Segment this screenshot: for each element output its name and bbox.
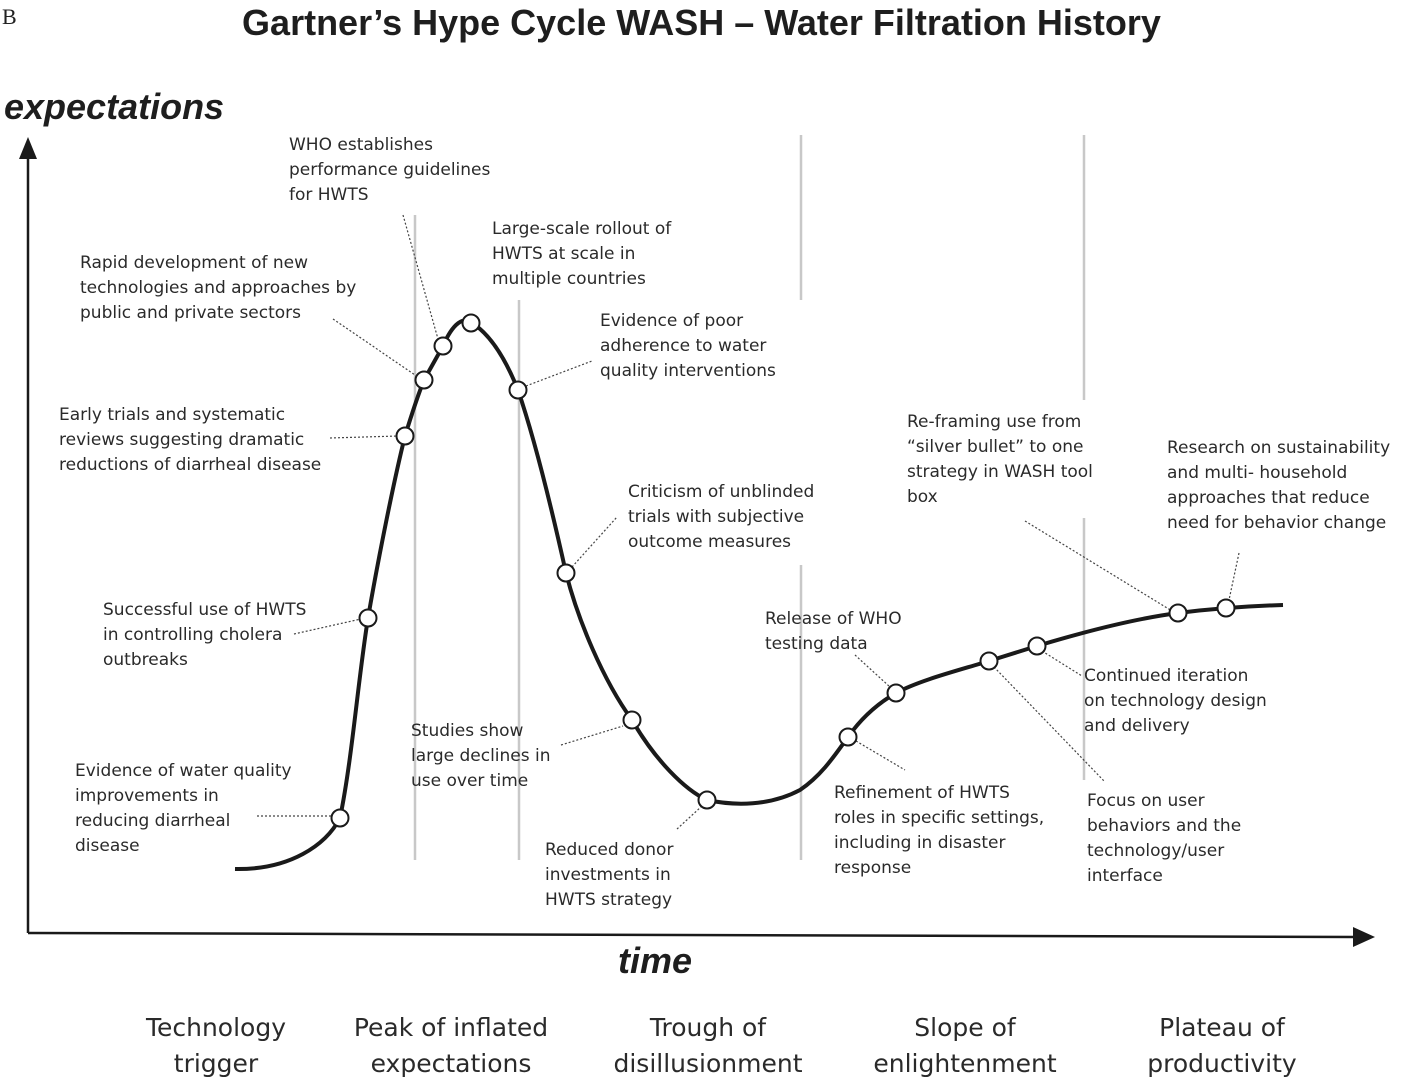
leader-line	[571, 516, 618, 568]
x-axis-arrow	[1353, 927, 1375, 947]
event-marker	[508, 380, 528, 400]
diagram-title: Gartner’s Hype Cycle WASH – Water Filtra…	[242, 2, 1161, 43]
x-axis-line	[27, 931, 1357, 939]
event-marker	[1027, 636, 1047, 656]
leader-line	[525, 360, 593, 387]
hype-curve	[234, 318, 1284, 872]
annotation-who-guidelines: WHO establishes performance guidelines f…	[289, 135, 491, 205]
leader-line	[402, 214, 439, 340]
event-marker	[979, 651, 999, 671]
annotation-continued-iteration: Continued iteration on technology design…	[1084, 666, 1267, 736]
leader-line	[329, 435, 399, 439]
leader-line	[855, 740, 906, 771]
axes	[19, 137, 1375, 947]
event-marker	[414, 370, 434, 390]
annotation-donor-investments: Reduced donor investments in HWTS strate…	[545, 840, 674, 910]
x-axis-label: time	[618, 940, 693, 981]
annotation-water-quality-evidence: Evidence of water quality improvements i…	[75, 761, 292, 856]
event-marker	[1168, 603, 1188, 623]
leader-line	[1024, 520, 1173, 612]
event-marker	[358, 608, 378, 628]
event-marker	[556, 563, 576, 583]
leader-line	[993, 666, 1106, 783]
phase-plateau-of-productivity: Plateau of productivity	[1147, 1013, 1297, 1078]
event-marker	[330, 808, 350, 828]
annotation-early-trials: Early trials and systematic reviews sugg…	[59, 405, 322, 475]
leader-line	[1228, 552, 1240, 601]
panel-letter: B	[2, 4, 17, 29]
annotation-large-scale-rollout: Large-scale rollout of HWTS at scale in …	[492, 219, 672, 289]
annotation-unblinded-trials: Criticism of unblinded trials with subje…	[628, 482, 815, 552]
annotation-user-behaviors: Focus on user behaviors and the technolo…	[1087, 791, 1242, 886]
y-axis-label: expectations	[4, 86, 225, 127]
event-marker	[1216, 598, 1236, 618]
leader-line	[854, 654, 891, 688]
leader-lines	[257, 214, 1240, 830]
annotation-rapid-development: Rapid development of new technologies an…	[80, 253, 357, 323]
phase-trough-of-disillusionment: Trough of disillusionment	[613, 1013, 803, 1078]
annotation-who-testing-data: Release of WHO testing data	[765, 609, 902, 654]
event-marker	[395, 426, 415, 446]
annotation-declines-in-use: Studies show large declines in use over …	[411, 721, 551, 791]
event-marker	[838, 727, 858, 747]
event-marker	[697, 790, 717, 810]
phase-peak-of-inflated-expectations: Peak of inflated expectations	[353, 1013, 549, 1078]
annotation-refinement-of-roles: Refinement of HWTS roles in specific set…	[834, 783, 1045, 878]
leader-line	[560, 725, 624, 746]
phase-slope-of-enlightenment: Slope of enlightenment	[873, 1013, 1057, 1078]
annotation-poor-adherence: Evidence of poor adherence to water qual…	[600, 311, 776, 381]
phase-technology-trigger: Technology trigger	[145, 1013, 287, 1078]
event-markers	[330, 313, 1236, 828]
event-marker	[461, 313, 481, 333]
annotation-reframing-use: Re-framing use from “silver bullet” to o…	[907, 412, 1093, 507]
event-marker	[886, 683, 906, 703]
leader-line	[676, 805, 703, 830]
leader-line	[293, 618, 362, 635]
y-axis-arrow	[19, 137, 37, 159]
leader-line	[332, 318, 419, 378]
leader-line	[1041, 650, 1083, 677]
annotation-cholera-outbreaks: Successful use of HWTS in controlling ch…	[103, 600, 307, 670]
event-marker	[433, 336, 453, 356]
event-marker	[622, 710, 642, 730]
annotation-sustainability-research: Research on sustainability and multi- ho…	[1167, 438, 1391, 533]
